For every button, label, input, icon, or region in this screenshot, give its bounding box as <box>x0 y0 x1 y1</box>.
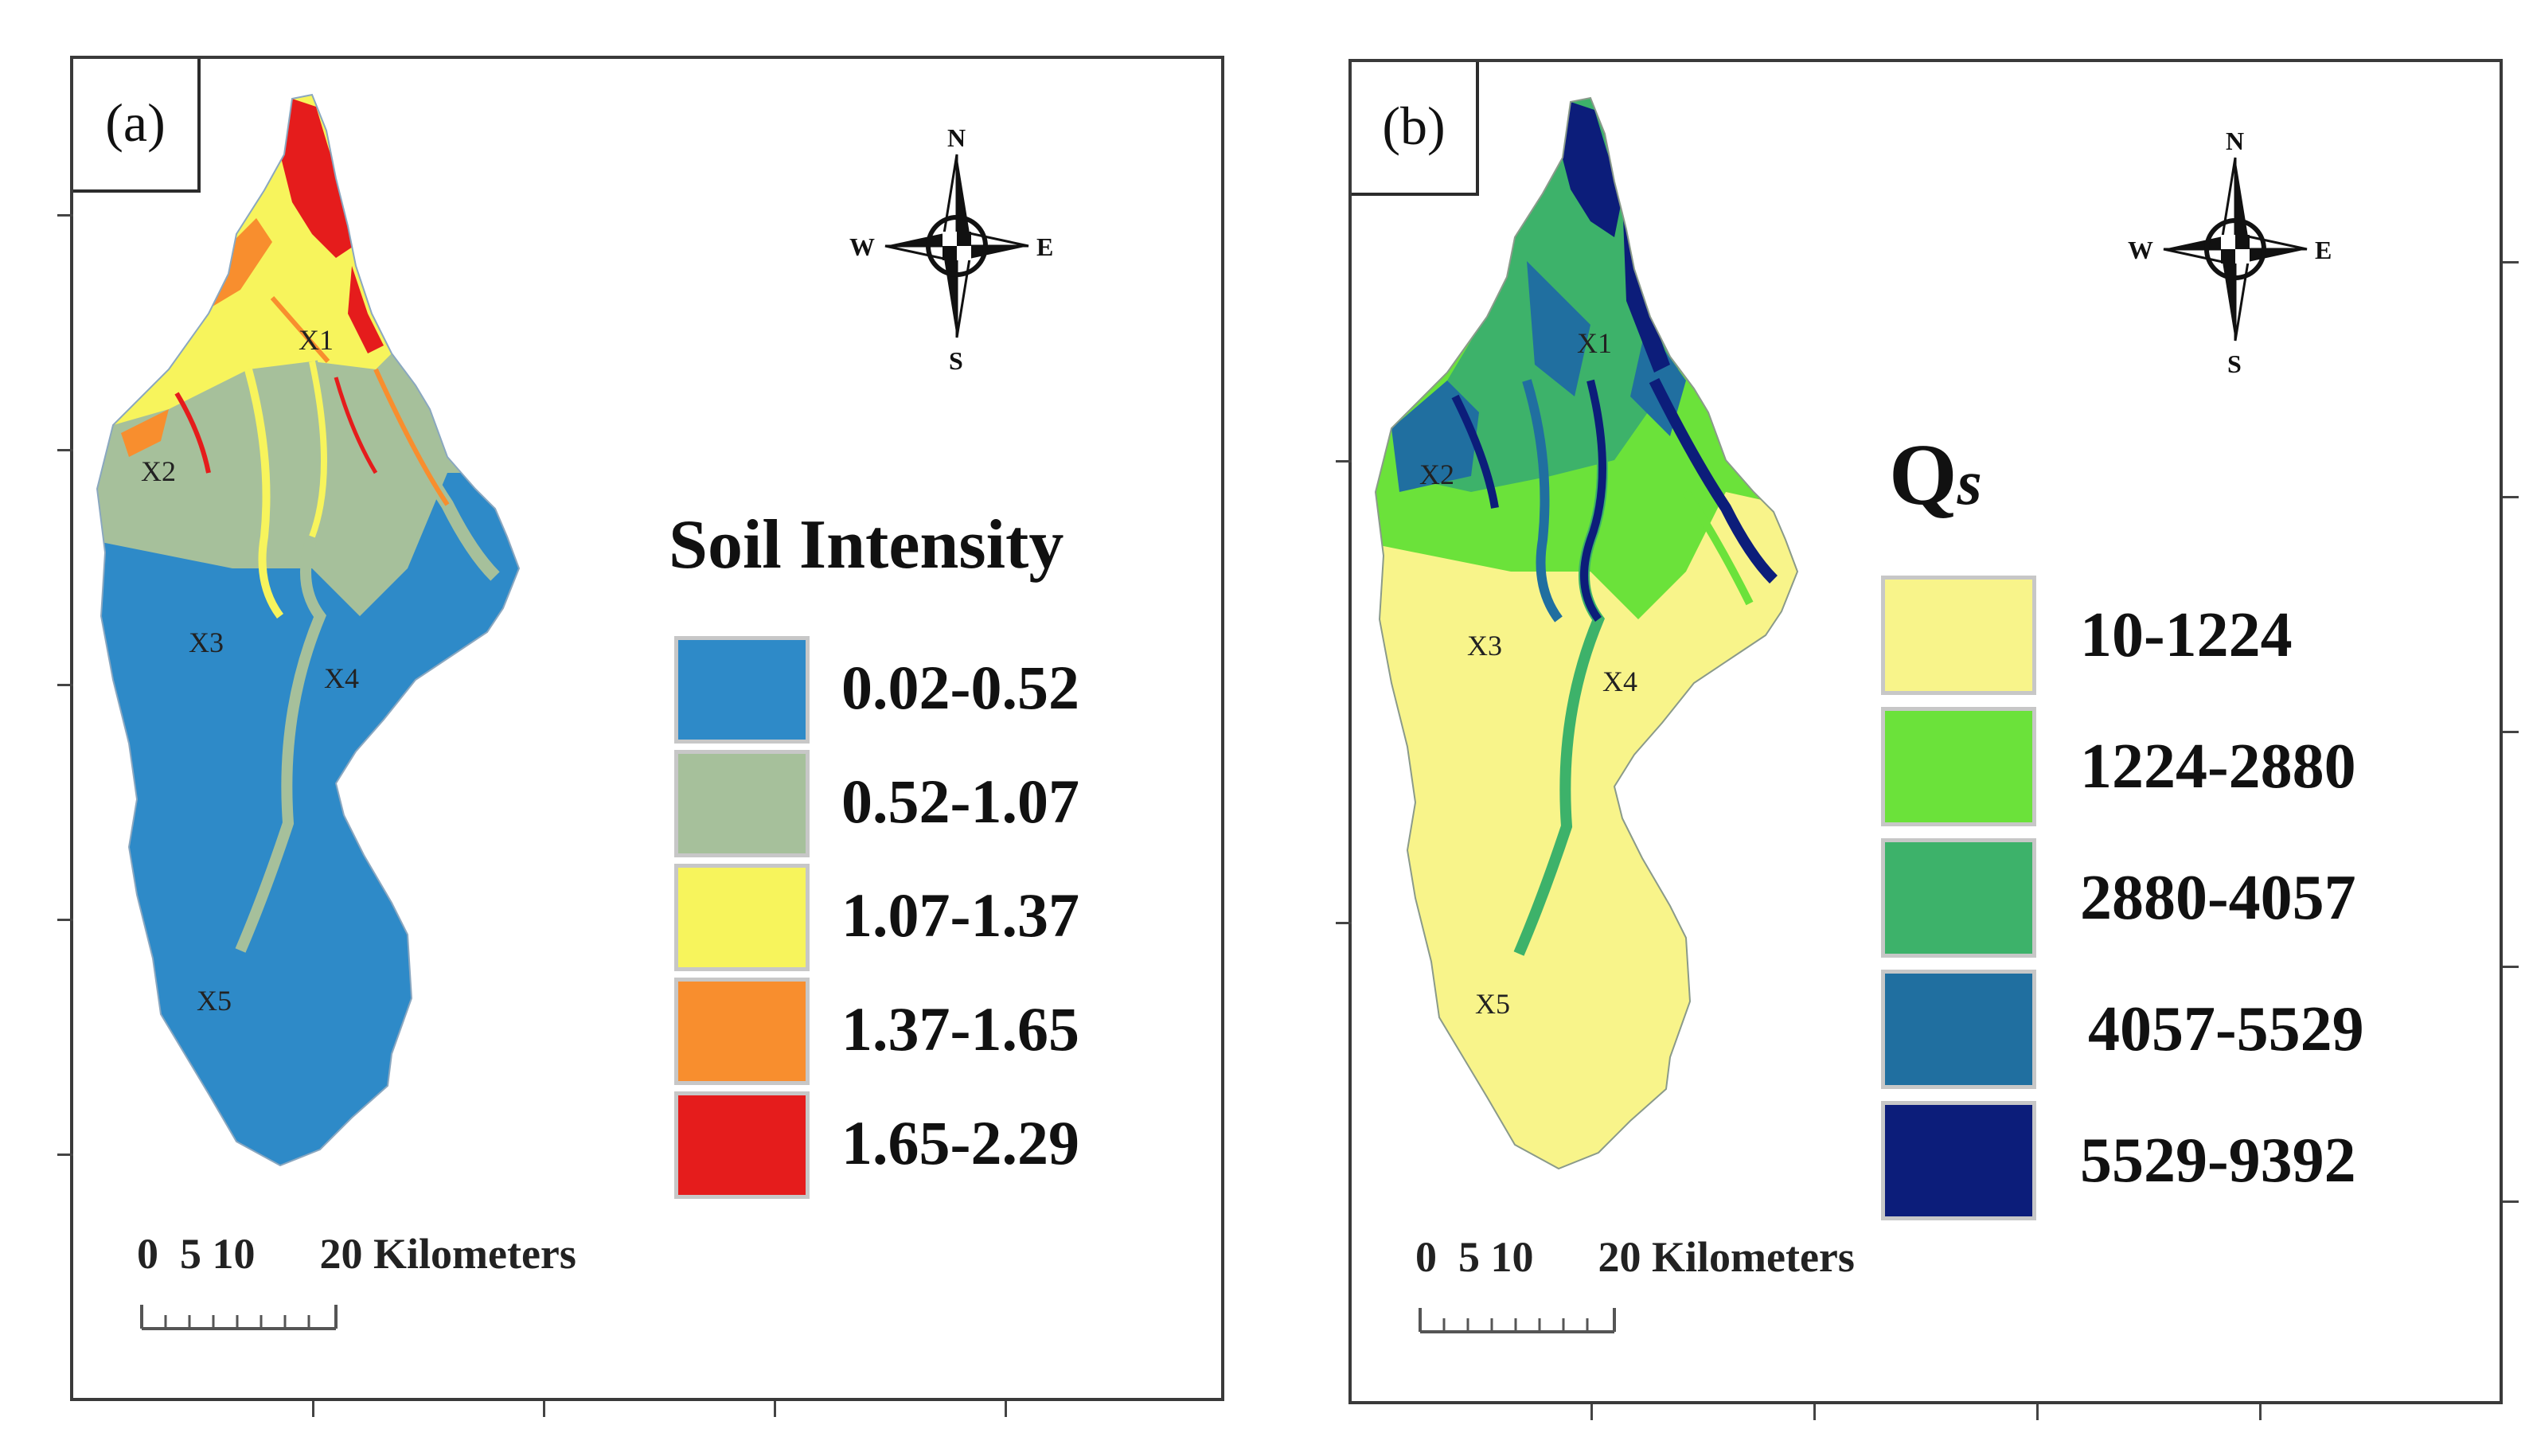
frame-tick <box>2503 496 2519 498</box>
north-arrow-icon: N S E W <box>2128 127 2332 378</box>
legend-title-subscript: s <box>1957 448 1982 518</box>
compass-e: E <box>1036 232 1053 261</box>
legend-swatch <box>1881 1101 2036 1220</box>
frame-tick <box>312 1401 314 1417</box>
compass-w: W <box>2128 236 2153 264</box>
scale-bar-icon <box>140 1305 338 1330</box>
legend-label: 0.52-1.07 <box>841 767 1079 836</box>
frame-tick <box>1590 1404 1593 1420</box>
frame-tick <box>1813 1404 1816 1420</box>
legend-swatch <box>1881 838 2036 958</box>
frame-tick <box>1005 1401 1007 1417</box>
north-arrow-icon: N S E W <box>849 123 1053 375</box>
frame-tick <box>2503 966 2519 968</box>
legend-label: 2880-4057 <box>2080 863 2356 933</box>
panel-tag-b: (b) <box>1352 62 1479 196</box>
watershed-map-a: X1 X2 X3 X4 X5 N S E W <box>96 94 1053 1166</box>
frame-tick <box>1336 460 1352 463</box>
frame-tick <box>57 214 73 217</box>
frame-tick <box>57 449 73 451</box>
legend-swatch <box>1881 970 2036 1089</box>
legend-swatch <box>674 750 810 857</box>
compass-s: S <box>2227 349 2242 378</box>
frame-tick <box>2503 1200 2519 1203</box>
frame-tick <box>774 1401 776 1417</box>
legend-title-q: Q <box>1889 426 1957 523</box>
region-label-x1: X1 <box>1577 327 1612 359</box>
legend-label: 1.07-1.37 <box>841 880 1079 950</box>
frame-tick <box>57 1153 73 1156</box>
compass-n: N <box>947 123 966 152</box>
map-panel-a: (a) <box>57 56 1224 1417</box>
frame-tick <box>543 1401 545 1417</box>
legend-label: 5529-9392 <box>2080 1126 2356 1196</box>
region-label-x3: X3 <box>189 627 224 658</box>
legend-label: 1.65-2.29 <box>841 1108 1079 1177</box>
scale-label: 0 5 10 20 Kilometers <box>137 1230 576 1278</box>
legend-label: 0.02-0.52 <box>841 653 1079 722</box>
region-label-x2: X2 <box>1419 459 1454 490</box>
panel-tag-a: (a) <box>73 59 201 193</box>
frame-tick <box>57 919 73 921</box>
region-label-x5: X5 <box>197 985 232 1017</box>
compass-e: E <box>2315 236 2332 264</box>
region-label-x5: X5 <box>1475 988 1510 1020</box>
region-label-x2: X2 <box>141 455 176 487</box>
map-panel-b: (b) <box>1336 59 2519 1420</box>
legend-swatch <box>674 864 810 971</box>
region-label-x4: X4 <box>324 662 359 694</box>
legend-title-a: Soil Intensity <box>669 506 1064 584</box>
compass-n: N <box>2226 127 2244 155</box>
legend-swatch <box>674 636 810 744</box>
legend-label: 4057-5529 <box>2088 994 2364 1064</box>
legend-title-b: Qs <box>1889 424 1982 525</box>
region-label-x4: X4 <box>1602 666 1637 697</box>
legend-swatch <box>674 978 810 1085</box>
region-label-x3: X3 <box>1467 630 1502 662</box>
compass-w: W <box>849 232 875 261</box>
legend-swatch <box>1881 707 2036 826</box>
frame-tick <box>2259 1404 2262 1420</box>
scale-label: 0 5 10 20 Kilometers <box>1415 1233 1855 1281</box>
compass-s: S <box>949 346 963 375</box>
legend-label: 10-1224 <box>2080 600 2293 670</box>
legend-swatch <box>1881 576 2036 695</box>
frame-tick <box>57 684 73 686</box>
frame-tick <box>2036 1404 2039 1420</box>
frame-tick <box>2503 731 2519 733</box>
legend-label: 1224-2880 <box>2080 732 2356 802</box>
frame-tick <box>1336 922 1352 924</box>
legend-swatch <box>674 1091 810 1199</box>
watershed-map-b: X1 X2 X3 X4 X5 N S E W <box>1375 97 2332 1169</box>
frame-tick <box>2503 261 2519 263</box>
scale-bar-icon <box>1419 1308 1616 1333</box>
region-label-x1: X1 <box>299 324 334 356</box>
legend-label: 1.37-1.65 <box>841 994 1079 1064</box>
